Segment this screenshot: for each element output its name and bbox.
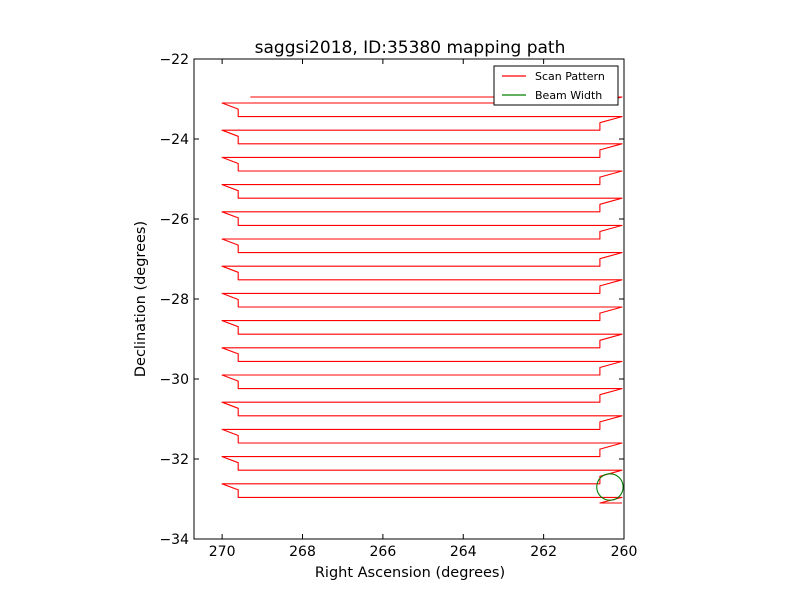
y-tick-label: −28 (159, 292, 189, 308)
legend-label-scan-pattern: Scan Pattern (535, 70, 605, 83)
x-tick-label: 270 (209, 544, 236, 560)
scan-pattern-line (221, 96, 623, 504)
y-tick-label: −22 (159, 52, 189, 68)
x-tick-label: 264 (450, 544, 477, 560)
x-axis-label: Right Ascension (degrees) (315, 565, 505, 581)
y-tick-label: −26 (159, 212, 189, 228)
legend: Scan Pattern Beam Width (493, 65, 619, 106)
x-tick-label: 266 (370, 544, 397, 560)
plot-area (194, 59, 624, 539)
y-tick-label: −34 (159, 532, 189, 548)
axis-ticks: 270 268 266 264 262 260 −22 −24 −26 −28 −30 −32 −34 (159, 52, 637, 560)
y-tick-label: −30 (159, 372, 189, 388)
chart-title: saggsi2018, ID:35380 mapping path (255, 38, 566, 58)
y-axis-label: Declination (degrees) (133, 221, 149, 377)
x-tick-label: 268 (289, 544, 316, 560)
x-tick-label: 260 (611, 544, 638, 560)
legend-box (493, 65, 619, 106)
series-layer (221, 96, 624, 504)
x-tick-label: 262 (530, 544, 557, 560)
beam-width-circle (596, 473, 624, 501)
y-tick-label: −32 (159, 452, 189, 468)
y-tick-label: −24 (159, 132, 189, 148)
legend-label-beam-width: Beam Width (535, 89, 602, 102)
